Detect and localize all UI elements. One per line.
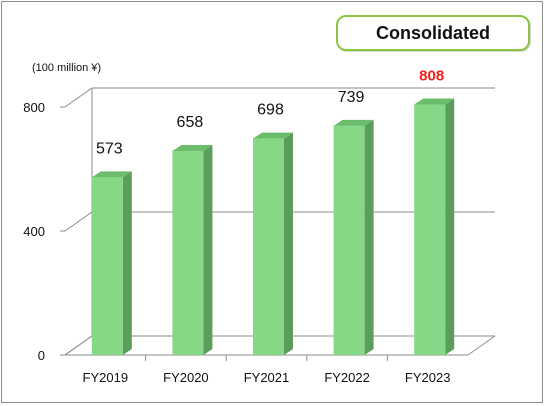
grid-diagonal <box>64 87 93 108</box>
y-tick-label: 0 <box>38 348 45 363</box>
x-tick-label: FY2023 <box>405 370 451 385</box>
bar-top <box>414 98 455 105</box>
chart-bars <box>91 98 455 356</box>
bar <box>333 125 365 355</box>
bar-side <box>364 119 374 355</box>
grid-diagonal <box>64 211 93 232</box>
bar <box>91 177 123 355</box>
x-tick-label: FY2022 <box>324 370 370 385</box>
bar-top <box>333 119 374 126</box>
bar-side <box>122 171 132 355</box>
floor-right-edge <box>467 335 496 356</box>
bar-side <box>445 98 455 356</box>
x-tick-label: FY2021 <box>244 370 290 385</box>
bar-value-label: 573 <box>96 140 123 157</box>
y-tick-label: 800 <box>23 100 45 115</box>
bar-side <box>203 145 213 355</box>
badge-label: Consolidated <box>375 22 490 43</box>
bar <box>172 151 204 355</box>
chart-labels: 0 400 800 573 FY2019 658 FY2020 698 FY2021 739 FY2… <box>23 68 450 385</box>
bar-top <box>253 132 293 139</box>
bar-value-label: 658 <box>177 114 204 131</box>
x-tick-label: FY2020 <box>163 370 209 385</box>
grid-diagonal <box>64 335 93 356</box>
bar <box>414 104 446 356</box>
bar-value-label: 739 <box>338 89 365 106</box>
bar-top <box>172 145 213 152</box>
bar-value-label: 808 <box>419 68 444 85</box>
y-tick-label: 400 <box>23 224 45 239</box>
consolidated-badge: Consolidated <box>336 15 530 51</box>
bar <box>253 138 284 355</box>
bar-side <box>284 132 293 355</box>
y-axis-unit-label: (100 million ¥) <box>32 62 102 74</box>
bar-top <box>91 171 132 178</box>
x-tick-label: FY2019 <box>83 370 129 385</box>
bar-value-label: 698 <box>257 102 284 119</box>
